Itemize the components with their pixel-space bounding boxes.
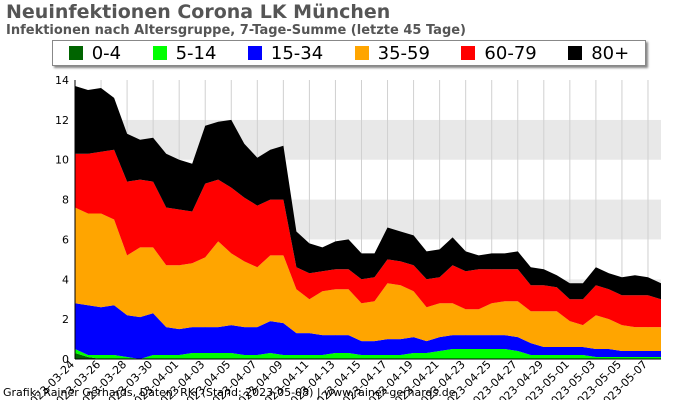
legend-item-80+: 80+ [568, 43, 629, 64]
legend-label: 80+ [591, 42, 630, 64]
legend-swatch [461, 46, 476, 60]
series-area-5-14 [75, 349, 661, 359]
y-tick-label: 12 [55, 114, 69, 127]
legend-item-35-59: 35-59 [354, 42, 430, 64]
legend-item-5-14: 5-14 [152, 42, 217, 64]
y-tick-label: 0 [62, 353, 69, 366]
y-tick-label: 6 [62, 233, 69, 246]
legend-item-60-79: 60-79 [461, 42, 537, 64]
series-area-80+ [75, 86, 661, 300]
legend-swatch [568, 46, 583, 60]
legend-swatch [152, 46, 167, 60]
legend-label: 15-34 [270, 42, 324, 64]
legend-label: 5-14 [175, 42, 217, 64]
legend-swatch [68, 46, 83, 60]
legend-label: 60-79 [484, 42, 537, 64]
series-area-60-79 [75, 149, 661, 328]
legend-swatch [354, 46, 369, 60]
legend-label: 35-59 [377, 42, 430, 64]
series-area-35-59 [75, 207, 661, 351]
legend-item-15-34: 15-34 [247, 42, 324, 64]
y-tick-label: 2 [62, 313, 69, 326]
series-area-15-34 [75, 303, 661, 359]
legend-item-0-4: 0-4 [68, 42, 122, 64]
chart-footer: Grafik: Rainer Gerhards, Daten: RKI (Sta… [3, 386, 456, 399]
chart-legend: 0-4 5-14 15-34 35-59 60-79 80+ [52, 40, 646, 66]
grid-band [75, 119, 661, 160]
y-tick-label: 10 [55, 154, 69, 167]
y-tick-label: 8 [62, 194, 69, 207]
legend-swatch [247, 46, 262, 60]
y-tick-label: 4 [62, 273, 69, 286]
legend-label: 0-4 [91, 42, 122, 64]
chart-title: Neuinfektionen Corona LK München [6, 1, 391, 23]
chart-subtitle: Infektionen nach Altersgruppe, 7-Tage-Su… [6, 23, 467, 38]
grid-band [75, 80, 661, 120]
y-tick-label: 14 [55, 74, 69, 87]
